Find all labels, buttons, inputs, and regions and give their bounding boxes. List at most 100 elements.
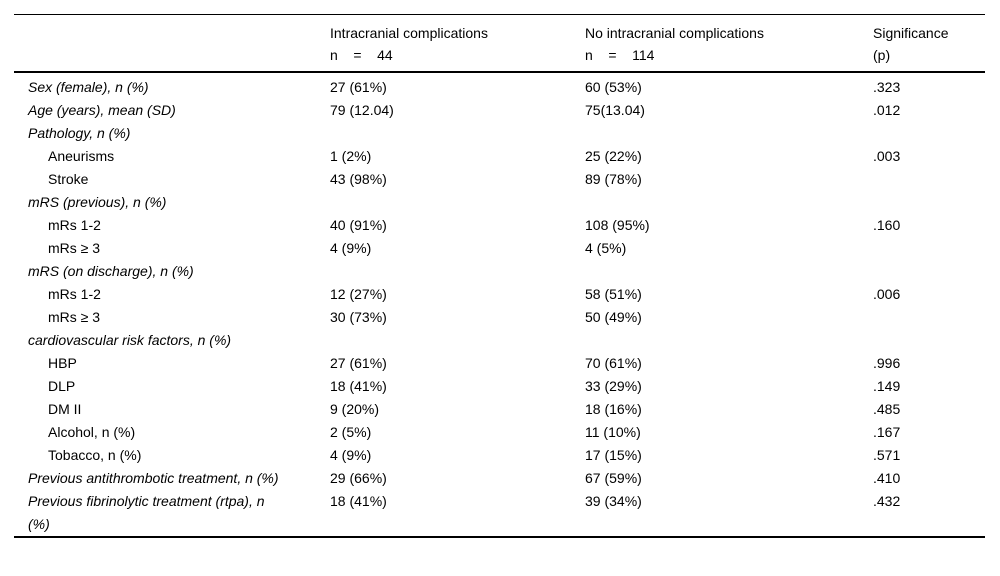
p-value: .432	[873, 493, 901, 509]
header-significance-title: Significance	[873, 25, 949, 41]
value-intracranial: 29 (66%)	[330, 470, 387, 486]
p-value: .003	[873, 148, 901, 164]
value-intracranial: 18 (41%)	[330, 493, 387, 509]
row-label: Sex (female), n (%)	[28, 79, 149, 95]
table-row-antithrombotic: Previous antithrombotic treatment, n (%)…	[14, 467, 985, 490]
table-row-mrs-disch-ge3: mRs ≥ 3 30 (73%) 50 (49%)	[14, 306, 985, 329]
table-row-tobacco: Tobacco, n (%) 4 (9%) 17 (15%) .571	[14, 444, 985, 467]
p-value: .996	[873, 355, 901, 371]
value-no-intracranial	[585, 260, 873, 283]
value-no-intracranial: 39 (34%)	[585, 493, 642, 509]
header-col-no-intracranial: No intracranial complications n = 114	[585, 14, 873, 73]
row-label: mRs ≥ 3	[48, 309, 101, 325]
table-row-pathology: Pathology, n (%)	[14, 122, 985, 145]
value-no-intracranial	[585, 191, 873, 214]
row-label: Pathology, n (%)	[28, 125, 131, 141]
table-body: Sex (female), n (%) 27 (61%) 60 (53%) .3…	[14, 72, 985, 537]
table-row-fibrinolytic: Previous fibrinolytic treatment (rtpa), …	[14, 490, 985, 537]
table-row-dlp: DLP 18 (41%) 33 (29%) .149	[14, 375, 985, 398]
value-no-intracranial	[585, 329, 873, 352]
value-intracranial: 18 (41%)	[330, 378, 387, 394]
value-no-intracranial: 89 (78%)	[585, 171, 642, 187]
row-label: mRs 1-2	[48, 217, 101, 233]
header-col-significance: Significance (p)	[873, 14, 985, 73]
p-value: .149	[873, 378, 901, 394]
value-no-intracranial: 50 (49%)	[585, 309, 642, 325]
value-intracranial: 4 (9%)	[330, 447, 372, 463]
p-value	[873, 191, 985, 214]
table-row-dm2: DM II 9 (20%) 18 (16%) .485	[14, 398, 985, 421]
value-intracranial	[330, 122, 585, 145]
value-intracranial: 2 (5%)	[330, 424, 372, 440]
value-no-intracranial: 33 (29%)	[585, 378, 642, 394]
row-label: Previous fibrinolytic treatment (rtpa), …	[28, 493, 265, 532]
value-no-intracranial: 75(13.04)	[585, 102, 645, 118]
table-row-mrs-prev-ge3: mRs ≥ 3 4 (9%) 4 (5%)	[14, 237, 985, 260]
row-label: mRs 1-2	[48, 286, 101, 302]
value-intracranial: 4 (9%)	[330, 240, 372, 256]
value-intracranial: 12 (27%)	[330, 286, 387, 302]
p-value: .160	[873, 217, 901, 233]
row-label: Stroke	[48, 171, 89, 187]
header-col-intracranial: Intracranial complications n = 44	[330, 14, 585, 73]
row-label: cardiovascular risk factors, n (%)	[28, 332, 232, 348]
value-no-intracranial: 60 (53%)	[585, 79, 642, 95]
row-label: Age (years), mean (SD)	[28, 102, 176, 118]
value-no-intracranial: 17 (15%)	[585, 447, 642, 463]
p-value	[873, 329, 985, 352]
value-no-intracranial: 4 (5%)	[585, 240, 627, 256]
table-row-mrs-previous: mRS (previous), n (%)	[14, 191, 985, 214]
table-row-hbp: HBP 27 (61%) 70 (61%) .996	[14, 352, 985, 375]
header-no-intracranial-n: n = 114	[585, 47, 655, 63]
p-value	[873, 306, 985, 329]
p-value: .485	[873, 401, 901, 417]
p-value	[873, 237, 985, 260]
results-table: Intracranial complications n = 44 No int…	[14, 14, 985, 538]
table-row-aneurisms: Aneurisms 1 (2%) 25 (22%) .003	[14, 145, 985, 168]
p-value: .323	[873, 79, 901, 95]
value-no-intracranial: 11 (10%)	[585, 424, 641, 440]
p-value	[873, 168, 985, 191]
p-value: .167	[873, 424, 901, 440]
value-no-intracranial: 25 (22%)	[585, 148, 642, 164]
value-intracranial: 43 (98%)	[330, 171, 387, 187]
value-intracranial: 1 (2%)	[330, 148, 372, 164]
table-row-alcohol: Alcohol, n (%) 2 (5%) 11 (10%) .167	[14, 421, 985, 444]
p-value: .571	[873, 447, 901, 463]
row-label: mRS (on discharge), n (%)	[28, 263, 194, 279]
row-label: Aneurisms	[48, 148, 115, 164]
value-intracranial: 30 (73%)	[330, 309, 387, 325]
table-row-age: Age (years), mean (SD) 79 (12.04) 75(13.…	[14, 99, 985, 122]
row-label: DLP	[48, 378, 76, 394]
row-label: Alcohol, n (%)	[48, 424, 136, 440]
header-row: Intracranial complications n = 44 No int…	[14, 14, 985, 73]
header-col-label	[14, 14, 330, 73]
header-significance-p: (p)	[873, 47, 891, 63]
p-value: .006	[873, 286, 901, 302]
value-intracranial: 27 (61%)	[330, 79, 387, 95]
value-no-intracranial: 70 (61%)	[585, 355, 642, 371]
value-no-intracranial: 18 (16%)	[585, 401, 642, 417]
row-label: DM II	[48, 401, 82, 417]
row-label: mRS (previous), n (%)	[28, 194, 167, 210]
p-value	[873, 122, 985, 145]
table-row-sex: Sex (female), n (%) 27 (61%) 60 (53%) .3…	[14, 72, 985, 99]
value-no-intracranial: 108 (95%)	[585, 217, 650, 233]
table-row-mrs-prev-1-2: mRs 1-2 40 (91%) 108 (95%) .160	[14, 214, 985, 237]
row-label: Previous antithrombotic treatment, n (%)	[28, 470, 279, 486]
value-intracranial: 79 (12.04)	[330, 102, 394, 118]
row-label: HBP	[48, 355, 77, 371]
value-no-intracranial: 67 (59%)	[585, 470, 642, 486]
value-intracranial	[330, 191, 585, 214]
value-no-intracranial: 58 (51%)	[585, 286, 642, 302]
table-row-stroke: Stroke 43 (98%) 89 (78%)	[14, 168, 985, 191]
results-table-container: Intracranial complications n = 44 No int…	[14, 14, 985, 538]
value-intracranial	[330, 260, 585, 283]
table-row-cardiovascular: cardiovascular risk factors, n (%)	[14, 329, 985, 352]
value-no-intracranial	[585, 122, 873, 145]
header-intracranial-title: Intracranial complications	[330, 25, 488, 41]
value-intracranial: 9 (20%)	[330, 401, 380, 417]
table-header: Intracranial complications n = 44 No int…	[14, 14, 985, 73]
p-value: .410	[873, 470, 901, 486]
header-intracranial-n: n = 44	[330, 47, 393, 63]
